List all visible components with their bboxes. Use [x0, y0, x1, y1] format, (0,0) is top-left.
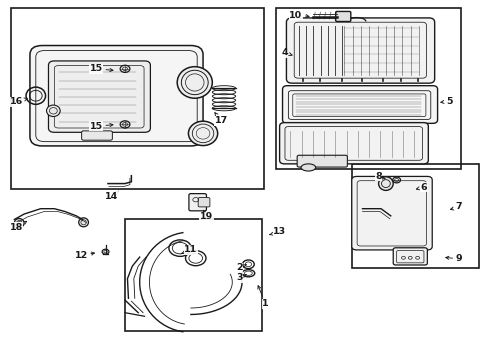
- FancyBboxPatch shape: [198, 198, 209, 207]
- Ellipse shape: [79, 218, 88, 227]
- Text: 17: 17: [214, 113, 227, 125]
- Text: 16: 16: [10, 97, 27, 106]
- Text: 11: 11: [181, 246, 197, 255]
- FancyBboxPatch shape: [30, 45, 203, 146]
- Bar: [125, 220, 261, 330]
- Text: 5: 5: [440, 96, 451, 105]
- Text: 1: 1: [257, 286, 268, 308]
- Text: 15: 15: [89, 122, 113, 131]
- Ellipse shape: [378, 177, 392, 190]
- FancyBboxPatch shape: [48, 61, 150, 132]
- Text: 2: 2: [236, 264, 245, 273]
- Text: 7: 7: [449, 202, 462, 211]
- Text: 9: 9: [445, 255, 462, 264]
- Ellipse shape: [188, 121, 217, 145]
- FancyBboxPatch shape: [351, 176, 431, 250]
- Text: 19: 19: [200, 210, 213, 221]
- FancyBboxPatch shape: [81, 131, 112, 140]
- Text: 18: 18: [10, 221, 27, 232]
- Ellipse shape: [46, 105, 60, 117]
- Bar: [276, 8, 461, 169]
- FancyBboxPatch shape: [282, 86, 437, 123]
- Text: 8: 8: [374, 172, 385, 181]
- FancyBboxPatch shape: [279, 123, 427, 164]
- Text: 15: 15: [89, 64, 113, 73]
- FancyBboxPatch shape: [188, 194, 206, 211]
- Text: 13: 13: [269, 228, 285, 237]
- Bar: [11, 8, 264, 189]
- Text: 12: 12: [74, 251, 94, 260]
- Ellipse shape: [301, 164, 315, 171]
- Bar: [351, 164, 478, 268]
- Text: 4: 4: [281, 48, 291, 57]
- Text: 10: 10: [288, 10, 308, 19]
- Ellipse shape: [177, 67, 212, 98]
- FancyBboxPatch shape: [297, 155, 346, 167]
- FancyBboxPatch shape: [335, 12, 350, 22]
- FancyBboxPatch shape: [392, 248, 427, 265]
- Text: 6: 6: [416, 183, 427, 192]
- Text: 14: 14: [105, 191, 119, 201]
- FancyBboxPatch shape: [286, 18, 434, 83]
- Ellipse shape: [14, 219, 24, 228]
- Text: 3: 3: [236, 273, 245, 282]
